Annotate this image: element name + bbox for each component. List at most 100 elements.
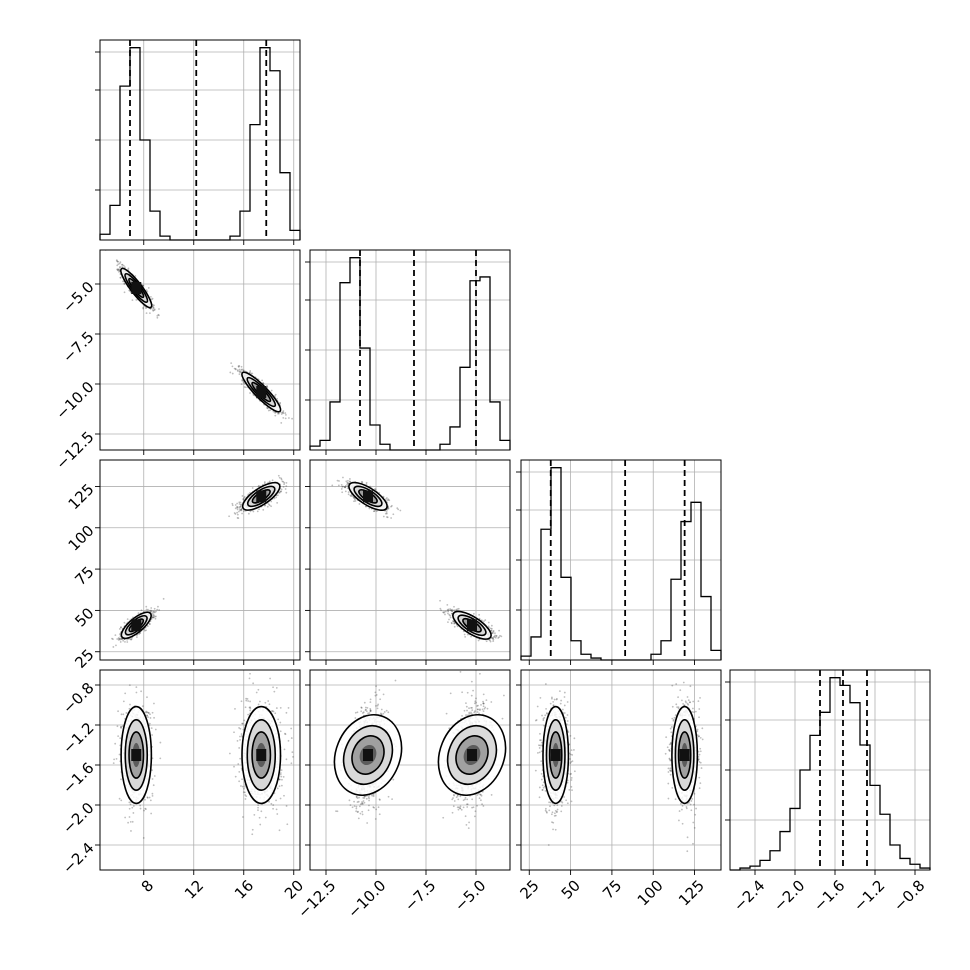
scatter-point [384,512,387,515]
scatter-point [153,304,155,307]
scatter-point [134,275,137,277]
scatter-point [150,607,153,609]
scatter-point [492,630,495,633]
scatter-point [123,291,126,294]
scatter-point [243,495,246,498]
scatter-point [279,491,281,493]
scatter-point [283,481,286,484]
scatter-point [157,605,159,608]
scatter-point [117,637,120,639]
scatter-point [384,498,387,501]
scatter-point [358,503,361,505]
scatter-point [349,494,352,497]
scatter-point [242,498,245,501]
scatter-point [152,307,155,309]
scatter-point [152,616,155,619]
scatter-point [145,605,148,608]
scatter-point [153,607,156,610]
scatter-point [258,484,260,487]
scatter-point [236,506,239,509]
scatter-point [240,508,243,510]
scatter-point [238,373,241,376]
scatter-point [152,611,155,614]
scatter-point [450,621,453,624]
scatter-point [347,479,349,482]
scatter-point [231,372,234,375]
scatter-point [492,637,494,640]
scatter-point [126,641,129,643]
scatter-point [114,634,117,637]
scatter-point [390,505,392,508]
scatter-point [112,646,115,648]
scatter-point [236,511,239,514]
scatter-point [119,266,121,268]
scatter-point [142,306,145,309]
scatter-point [239,509,242,512]
scatter-point [285,481,288,484]
scatter-point [342,485,344,488]
scatter-point [447,621,449,624]
scatter-point [135,299,138,301]
scatter-point [250,372,252,375]
scatter-point [282,412,285,415]
scatter-point [279,490,282,493]
scatter-point [489,640,492,643]
scatter-point [239,505,242,508]
scatter-point [145,307,147,310]
scatter-point [492,631,494,634]
scatter-point [387,506,390,509]
scatter-point [442,611,445,614]
scatter-point [452,620,455,623]
scatter-point [288,417,290,419]
scatter-point [130,638,133,641]
scatter-point [282,411,284,414]
scatter-point [241,368,243,371]
scatter-point [233,367,236,370]
scatter-point [247,512,250,515]
scatter-point [451,610,454,612]
scatter-point [392,513,395,516]
scatter-point [236,506,239,508]
scatter-point [116,638,119,640]
scatter-point [455,608,458,611]
scatter-point [116,260,118,262]
scatter-point [354,498,356,501]
scatter-point [274,414,277,417]
scatter-point [119,638,122,641]
scatter-point [231,504,234,507]
scatter-point [116,268,119,271]
scatter-point [492,630,495,632]
scatter-point [126,638,128,641]
scatter-point [137,612,140,615]
scatter-point [347,491,350,494]
scatter-point [365,505,367,508]
scatter-point [123,283,126,285]
scatter-point [116,268,119,271]
scatter-point [138,633,141,635]
scatter-point [291,417,293,420]
scatter-point [150,298,153,301]
scatter-point [347,482,349,485]
scatter-point [344,490,347,493]
scatter-point [152,307,154,309]
scatter-point [117,263,120,266]
scatter-point [368,507,371,510]
scatter-point [239,505,242,508]
scatter-point [118,637,121,640]
scatter-point [119,261,122,264]
scatter-point [382,515,385,518]
scatter-point [230,362,233,364]
scatter-point [151,297,154,300]
scatter-point [251,372,254,375]
scatter-point [121,263,124,266]
scatter-point [387,498,390,501]
histogram-panel-0 [95,39,301,245]
scatter-point [156,316,159,319]
scatter-point [123,266,126,268]
scatter-point [153,308,156,311]
scatter-point [249,510,252,513]
scatter-point [142,307,145,310]
scatter-point [347,493,350,496]
scatter-point [487,621,490,624]
scatter-point [145,629,147,632]
